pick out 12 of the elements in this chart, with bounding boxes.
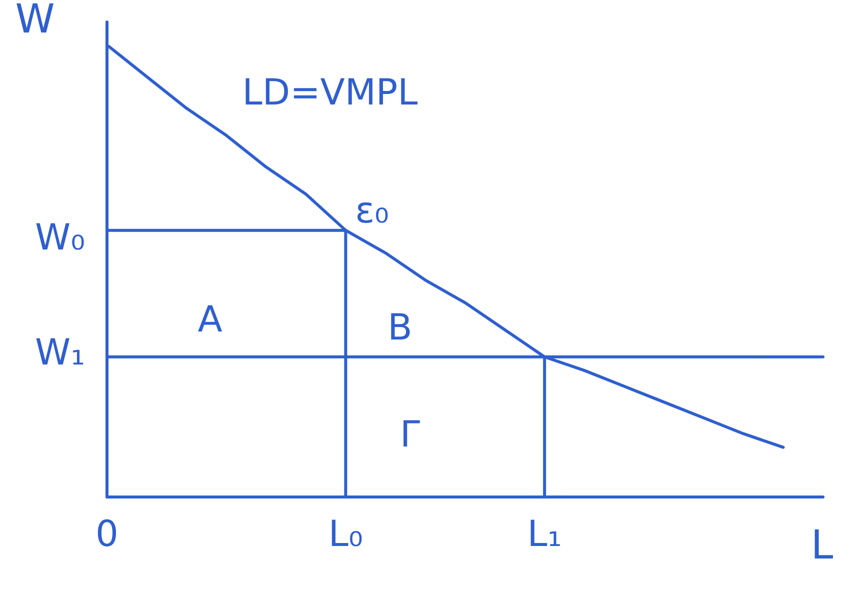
annotation: ε₀ (355, 190, 389, 232)
x-tick-label: L₀ (328, 514, 363, 555)
y-axis-title: W (15, 0, 55, 42)
text: W₀ (34, 217, 85, 258)
x-tick-label: 0 (96, 514, 118, 555)
annotation: A (198, 299, 223, 340)
annotation: B (388, 307, 412, 348)
annotation: Γ (400, 414, 420, 456)
x-tick-label: L₁ (527, 514, 562, 555)
annotation: LD=VMPL (242, 72, 418, 114)
text: W₁ (34, 332, 85, 374)
x-axis-title: L (810, 522, 834, 568)
